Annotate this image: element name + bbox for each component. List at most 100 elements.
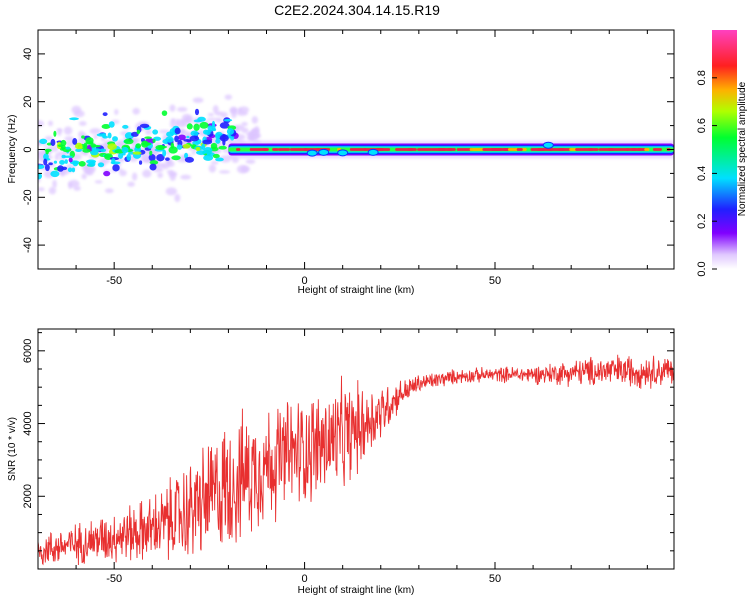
colorbar-tick-label-0: 0.0 [696, 261, 708, 276]
carrier-core [376, 148, 385, 151]
spectral-blob [182, 144, 191, 149]
carrier-core [407, 148, 417, 151]
spectral-blob [128, 151, 135, 155]
spectral-blob [67, 167, 73, 173]
spectral-blob [60, 170, 65, 177]
carrier-core [588, 148, 599, 151]
spec-ytick-label-4: 40 [22, 48, 34, 60]
carrier-core [278, 148, 290, 151]
spec-ytick-label-1: -20 [22, 189, 34, 205]
carrier-core [349, 148, 367, 151]
spectral-blob [210, 160, 219, 165]
chart-title: C2E2.2024.304.14.15.R19 [274, 2, 440, 18]
spectral-blob [192, 97, 204, 103]
spectral-blob [210, 142, 218, 150]
spectral-blob [142, 169, 152, 178]
spectral-blob [39, 138, 48, 145]
snr-xtick-label-0: -50 [106, 573, 122, 585]
spectral-blob [224, 94, 233, 100]
spectral-blob [238, 106, 250, 114]
spectral-blob [237, 134, 246, 141]
spectral-blob [189, 135, 200, 142]
carrier-core [447, 148, 453, 151]
carrier-bump [318, 148, 330, 156]
spectral-blob [68, 182, 73, 190]
spectral-blob [180, 174, 192, 180]
snr-ytick-label-0: 2000 [22, 484, 34, 508]
spectral-blob [199, 121, 209, 129]
spectral-blob [75, 142, 83, 150]
spectral-blob [186, 135, 190, 139]
spec-xtick-label-2: 50 [489, 275, 501, 287]
spectral-blob [123, 138, 134, 145]
spectral-blob [132, 151, 142, 155]
spectral-blob [207, 117, 218, 121]
spectral-blob [170, 118, 176, 123]
spectral-blob [193, 119, 202, 123]
spectrogram-ticks: -50 0 50 -40 -20 0 20 40 [22, 29, 674, 287]
spectral-blob [175, 118, 180, 127]
spectral-blob [94, 180, 103, 184]
spectral-blob [170, 142, 175, 149]
spectral-blob [136, 129, 141, 135]
spectral-blob [169, 104, 176, 112]
spectral-blob [81, 135, 85, 139]
spectral-blob [131, 172, 138, 181]
spectral-blob [48, 162, 53, 166]
spectral-blob [130, 131, 139, 137]
spectral-blob [63, 155, 73, 158]
spectral-blob [215, 157, 224, 162]
spectral-blob [91, 148, 101, 152]
spectral-blob [38, 164, 45, 170]
spectral-blob [165, 136, 174, 143]
spectral-blob [184, 115, 194, 122]
snr-series-line [38, 354, 674, 566]
carrier-core [607, 148, 616, 151]
spectral-blob [52, 179, 57, 189]
carrier-core [614, 148, 629, 151]
spectral-blob [218, 145, 227, 150]
carrier-core [516, 148, 523, 151]
spectral-blob [48, 120, 54, 127]
spectral-blob [204, 129, 211, 136]
spectrogram-panel: -50 0 50 -40 -20 0 20 40 Height of straight lin… [7, 29, 675, 296]
spectral-blob [208, 164, 217, 173]
spectral-blob [166, 131, 174, 137]
spectral-blob [102, 135, 109, 139]
spectral-blob [254, 125, 260, 133]
carrier-bump [542, 141, 554, 149]
snr-ytick-label-2: 6000 [22, 339, 34, 363]
spectral-blob [56, 128, 63, 133]
spectral-blob [118, 152, 124, 159]
spectral-blob [141, 142, 152, 146]
spectral-blob [121, 146, 129, 154]
spectral-blob [44, 135, 53, 141]
spectral-blob [82, 148, 91, 153]
spectral-blob [169, 172, 176, 181]
carrier-core [262, 148, 268, 151]
carrier-core [630, 148, 637, 151]
spectrogram-marks [38, 94, 674, 203]
carrier-bump [337, 149, 349, 157]
spectral-blob [174, 127, 181, 135]
spectral-blob [162, 149, 167, 157]
spectral-blob [38, 172, 43, 180]
snr-xtick-label-1: 0 [302, 573, 308, 585]
spectral-blob [203, 147, 213, 154]
spectral-blob [152, 138, 156, 143]
colorbar-label: Normalized spectral amplitude [737, 81, 748, 216]
spectral-blob [152, 129, 159, 135]
spectral-blob [127, 181, 135, 187]
spectral-blob [57, 165, 64, 172]
carrier-bump [306, 149, 318, 157]
spectral-blob [174, 135, 179, 143]
carrier-core [303, 148, 320, 151]
spectral-blob [211, 120, 216, 127]
spectral-blob [145, 129, 152, 136]
spectral-blob [191, 150, 196, 155]
spec-ytick-label-2: 0 [22, 146, 34, 152]
spectral-blob [219, 134, 229, 142]
spectral-blob [97, 162, 105, 168]
spectral-blob [112, 164, 120, 172]
spectral-blob [68, 157, 73, 163]
